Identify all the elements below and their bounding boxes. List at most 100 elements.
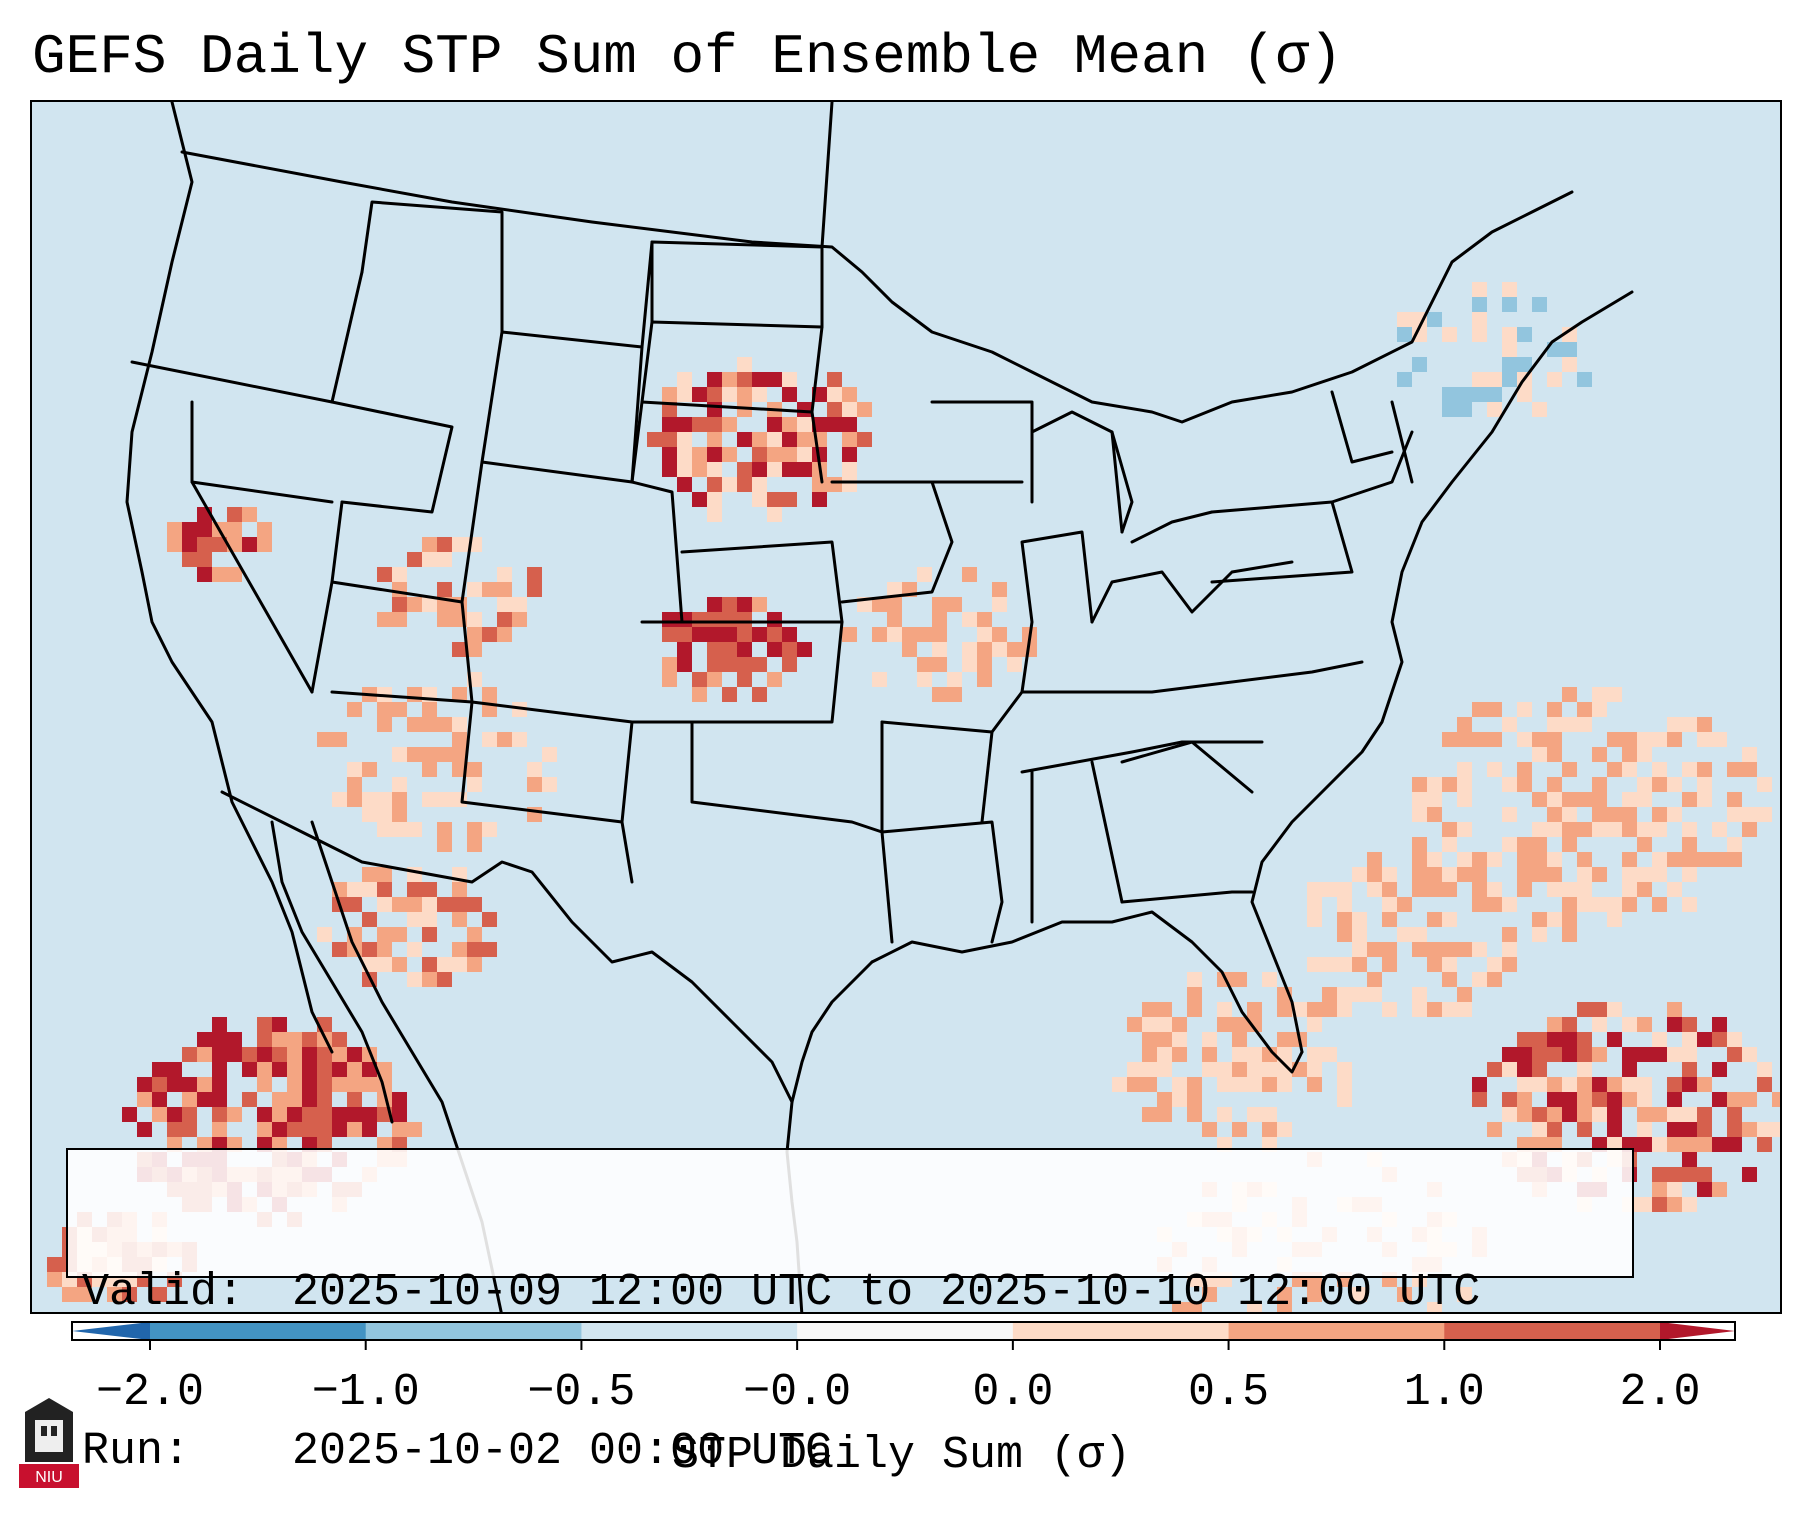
anomaly-cell	[227, 1047, 242, 1062]
anomaly-cell	[392, 957, 407, 972]
anomaly-cell	[1637, 747, 1652, 762]
colorbar-segment	[150, 1322, 367, 1340]
anomaly-cell	[1652, 822, 1667, 837]
anomaly-cell	[452, 897, 467, 912]
anomaly-cell	[452, 912, 467, 927]
anomaly-cell	[1652, 777, 1667, 792]
anomaly-cell	[1682, 837, 1697, 852]
anomaly-cell	[527, 567, 542, 582]
anomaly-cell	[782, 432, 797, 447]
anomaly-cell	[1562, 837, 1577, 852]
anomaly-cell	[1697, 1107, 1712, 1122]
anomaly-cell	[1532, 1062, 1547, 1077]
anomaly-cell	[302, 1047, 317, 1062]
anomaly-cell	[197, 1092, 212, 1107]
anomaly-cell	[212, 1047, 227, 1062]
anomaly-cell	[1532, 822, 1547, 837]
anomaly-cell	[482, 822, 497, 837]
anomaly-cell	[1562, 1047, 1577, 1062]
anomaly-cell	[1547, 912, 1562, 927]
anomaly-cell	[422, 597, 437, 612]
anomaly-cell	[1442, 387, 1457, 402]
anomaly-cell	[1682, 792, 1697, 807]
anomaly-cell	[1412, 882, 1427, 897]
anomaly-cell	[407, 552, 422, 567]
anomaly-cell	[497, 597, 512, 612]
anomaly-cell	[1367, 987, 1382, 1002]
anomaly-cell	[737, 357, 752, 372]
anomaly-cell	[1442, 777, 1457, 792]
anomaly-cell	[1442, 972, 1457, 987]
anomaly-cell	[182, 1077, 197, 1092]
anomaly-cell	[257, 1107, 272, 1122]
anomaly-cell	[197, 567, 212, 582]
anomaly-cell	[422, 552, 437, 567]
anomaly-cell	[227, 522, 242, 537]
anomaly-cell	[1592, 702, 1607, 717]
anomaly-cell	[737, 672, 752, 687]
anomaly-cell	[1352, 942, 1367, 957]
anomaly-cell	[422, 957, 437, 972]
anomaly-cell	[1502, 282, 1517, 297]
anomaly-cell	[1727, 792, 1742, 807]
anomaly-cell	[1427, 1002, 1442, 1017]
anomaly-cell	[1202, 1062, 1217, 1077]
anomaly-cell	[452, 717, 467, 732]
anomaly-cell	[752, 432, 767, 447]
anomaly-cell	[1457, 387, 1472, 402]
anomaly-cell	[512, 732, 527, 747]
anomaly-cell	[1487, 387, 1502, 402]
anomaly-cell	[737, 432, 752, 447]
anomaly-cell	[182, 1092, 197, 1107]
anomaly-cell	[827, 387, 842, 402]
anomaly-cell	[1532, 837, 1547, 852]
anomaly-cell	[392, 567, 407, 582]
anomaly-cell	[422, 897, 437, 912]
anomaly-cell	[452, 957, 467, 972]
anomaly-cell	[212, 537, 227, 552]
anomaly-cell	[1412, 867, 1427, 882]
anomaly-cell	[992, 582, 1007, 597]
anomaly-cell	[197, 1047, 212, 1062]
anomaly-cell	[182, 537, 197, 552]
anomaly-cell	[227, 1032, 242, 1047]
anomaly-cell	[1187, 1092, 1202, 1107]
anomaly-cell	[1367, 942, 1382, 957]
canada-border	[180, 150, 1574, 424]
anomaly-cell	[1247, 1107, 1262, 1122]
anomaly-cell	[947, 597, 962, 612]
anomaly-cell	[1142, 1017, 1157, 1032]
anomaly-cell	[272, 1092, 287, 1107]
anomaly-cell	[332, 942, 347, 957]
anomaly-cell	[1712, 1092, 1727, 1107]
anomaly-cell	[962, 642, 977, 657]
anomaly-cell	[1277, 1047, 1292, 1062]
anomaly-cell	[1577, 1032, 1592, 1047]
anomaly-cell	[377, 927, 392, 942]
anomaly-cell	[497, 732, 512, 747]
anomaly-cell	[1667, 1167, 1682, 1182]
anomaly-cell	[1607, 732, 1622, 747]
anomaly-cell	[662, 417, 677, 432]
anomaly-cell	[1352, 867, 1367, 882]
anomaly-cell	[377, 1062, 392, 1077]
anomaly-cell	[1157, 1107, 1172, 1122]
anomaly-cell	[317, 1047, 332, 1062]
gulf-coast-east	[870, 910, 1304, 1074]
anomaly-cell	[227, 1107, 242, 1122]
anomaly-cell	[1502, 837, 1517, 852]
anomaly-cell	[332, 1107, 347, 1122]
anomaly-cell	[1472, 282, 1487, 297]
anomaly-cell	[1682, 1062, 1697, 1077]
anomaly-cell	[1277, 1302, 1292, 1312]
anomaly-cell	[482, 627, 497, 642]
anomaly-cell	[1592, 792, 1607, 807]
anomaly-cell	[992, 597, 1007, 612]
anomaly-cell	[677, 417, 692, 432]
anomaly-cell	[527, 762, 542, 777]
anomaly-cell	[677, 372, 692, 387]
anomaly-cell	[242, 507, 257, 522]
anomaly-cell	[1157, 1092, 1172, 1107]
anomaly-cell	[167, 537, 182, 552]
anomaly-cell	[1577, 1077, 1592, 1092]
